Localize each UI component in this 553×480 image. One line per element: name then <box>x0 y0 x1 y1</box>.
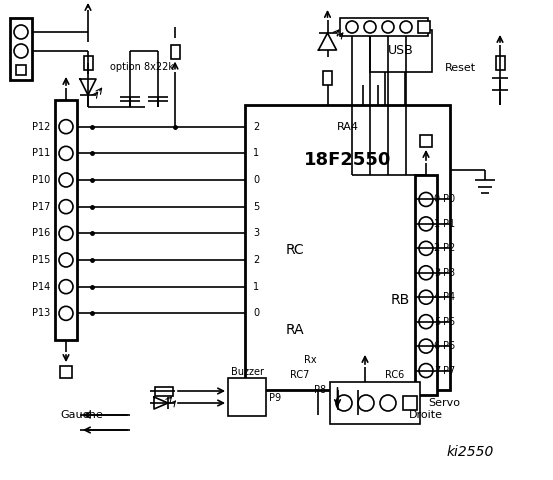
Text: 5: 5 <box>253 202 259 212</box>
Text: P5: P5 <box>443 317 455 327</box>
Text: P13: P13 <box>32 308 50 318</box>
Text: USB: USB <box>388 45 414 58</box>
Text: RC7: RC7 <box>290 370 310 380</box>
Circle shape <box>59 200 73 214</box>
Circle shape <box>346 21 358 33</box>
Bar <box>340 18 428 36</box>
Circle shape <box>59 306 73 320</box>
Text: P9: P9 <box>269 393 281 403</box>
Circle shape <box>400 21 412 33</box>
Circle shape <box>14 44 28 58</box>
Text: P2: P2 <box>443 243 455 253</box>
Text: RB: RB <box>390 293 410 307</box>
Circle shape <box>14 25 28 39</box>
Text: Droite: Droite <box>409 410 443 420</box>
Text: P6: P6 <box>443 341 455 351</box>
Text: 6: 6 <box>434 341 440 351</box>
Text: Reset: Reset <box>445 63 476 73</box>
Text: P8: P8 <box>314 385 326 395</box>
Circle shape <box>419 266 433 280</box>
Text: P3: P3 <box>443 268 455 278</box>
Bar <box>155 386 173 396</box>
Text: P15: P15 <box>32 255 50 265</box>
Text: RA4: RA4 <box>336 122 358 132</box>
Circle shape <box>59 146 73 160</box>
Text: P1: P1 <box>443 219 455 229</box>
Circle shape <box>419 290 433 304</box>
Text: P14: P14 <box>32 282 50 292</box>
Text: P7: P7 <box>443 366 455 375</box>
Bar <box>60 366 72 378</box>
Circle shape <box>419 192 433 206</box>
Text: P0: P0 <box>443 194 455 204</box>
Bar <box>84 56 92 70</box>
Bar <box>16 65 26 75</box>
Bar <box>403 396 417 410</box>
Text: Gauche: Gauche <box>61 410 103 420</box>
Bar <box>420 135 432 147</box>
Circle shape <box>380 395 396 411</box>
Circle shape <box>336 395 352 411</box>
Circle shape <box>59 253 73 267</box>
Text: 1: 1 <box>253 282 259 292</box>
Bar <box>10 18 32 80</box>
Text: 0: 0 <box>253 308 259 318</box>
Bar <box>323 71 332 85</box>
Text: 5: 5 <box>434 317 440 327</box>
Bar <box>330 382 420 424</box>
Text: 0: 0 <box>434 194 440 204</box>
Circle shape <box>59 120 73 133</box>
Circle shape <box>419 339 433 353</box>
Text: Servo: Servo <box>428 398 460 408</box>
Circle shape <box>364 21 376 33</box>
Circle shape <box>358 395 374 411</box>
Circle shape <box>59 227 73 240</box>
Circle shape <box>419 363 433 378</box>
Text: 1: 1 <box>253 148 259 158</box>
Circle shape <box>419 315 433 329</box>
Text: Rx: Rx <box>304 355 316 365</box>
Text: RC: RC <box>286 243 304 257</box>
Text: P10: P10 <box>32 175 50 185</box>
Text: P16: P16 <box>32 228 50 239</box>
Text: 18F2550: 18F2550 <box>304 151 391 169</box>
Circle shape <box>382 21 394 33</box>
Text: Buzzer: Buzzer <box>231 367 263 377</box>
Bar <box>245 105 450 390</box>
Text: 1: 1 <box>434 219 440 229</box>
Text: option 8x22k: option 8x22k <box>110 61 174 72</box>
Text: 4: 4 <box>434 292 440 302</box>
Text: 3: 3 <box>253 228 259 239</box>
Text: P4: P4 <box>443 292 455 302</box>
Text: ki2550: ki2550 <box>446 445 494 459</box>
Bar <box>495 56 504 70</box>
Text: 7: 7 <box>434 366 440 375</box>
Bar <box>418 21 430 33</box>
Bar <box>170 45 180 59</box>
Text: 2: 2 <box>434 243 440 253</box>
Text: P11: P11 <box>32 148 50 158</box>
Text: 0: 0 <box>253 175 259 185</box>
Bar <box>369 30 431 72</box>
Circle shape <box>59 280 73 294</box>
Text: 2: 2 <box>253 121 259 132</box>
Text: 2: 2 <box>253 255 259 265</box>
Text: P12: P12 <box>32 121 50 132</box>
Circle shape <box>59 173 73 187</box>
Text: P17: P17 <box>32 202 50 212</box>
Circle shape <box>419 217 433 231</box>
Text: RC6: RC6 <box>385 370 405 380</box>
Bar <box>228 378 266 416</box>
Bar <box>415 175 437 395</box>
Text: RA: RA <box>286 323 304 337</box>
Bar <box>55 100 77 340</box>
Circle shape <box>419 241 433 255</box>
Text: 3: 3 <box>434 268 440 278</box>
